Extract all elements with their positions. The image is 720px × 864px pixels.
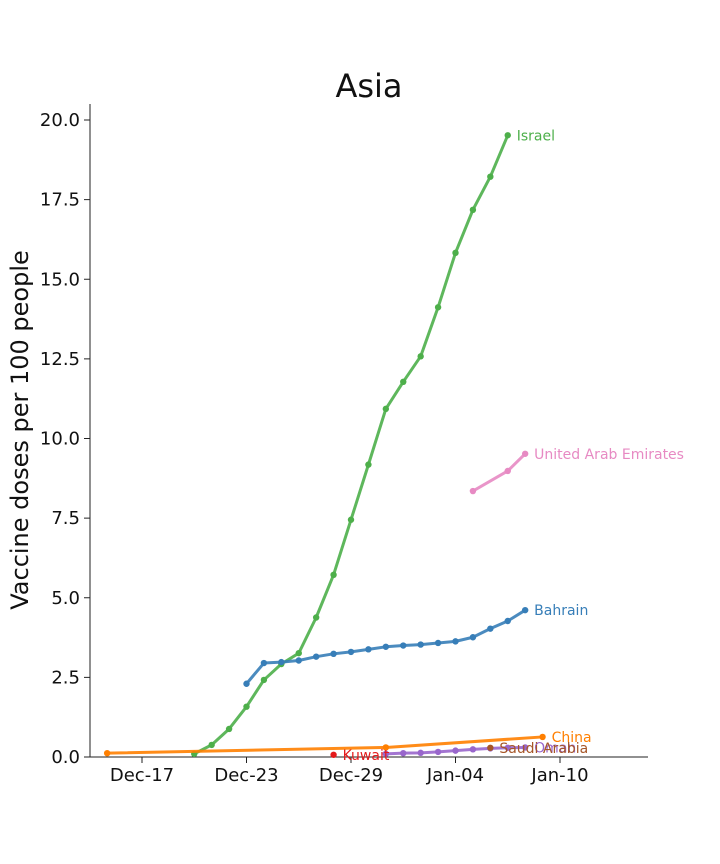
y-tick-label: 15.0	[40, 269, 80, 290]
data-point	[469, 634, 477, 641]
y-tick-label: 20.0	[40, 110, 80, 131]
data-point	[278, 658, 285, 666]
data-point	[487, 173, 494, 180]
data-point	[260, 659, 268, 667]
data-point	[208, 741, 215, 749]
series-china: China	[103, 730, 592, 757]
y-ticks: 0.0 2.5 5.0 7.5 10.0 12.5 15.0 17.5 20.0	[40, 110, 90, 768]
data-point	[400, 378, 407, 386]
series-kuwait: Kuwait	[330, 748, 390, 764]
data-point	[330, 650, 337, 658]
data-point	[400, 749, 407, 757]
y-tick-label: 5.0	[51, 588, 80, 609]
data-point	[469, 206, 477, 214]
series-label-united-arab-emirates: United Arab Emirates	[534, 447, 684, 463]
series-label-kuwait: Kuwait	[343, 748, 390, 764]
x-ticks: Dec-17 Dec-23 Dec-29 Jan-04 Jan-10	[110, 757, 589, 786]
x-tick-label: Jan-10	[530, 765, 588, 786]
data-point	[347, 648, 355, 656]
x-tick-label: Dec-23	[214, 765, 278, 786]
y-tick-label: 17.5	[40, 190, 80, 211]
data-point	[312, 614, 320, 621]
y-tick-label: 0.0	[51, 747, 80, 768]
data-point	[417, 353, 424, 360]
data-point	[521, 744, 529, 751]
data-point	[382, 643, 390, 650]
data-point	[400, 642, 407, 649]
series-layer: Israel United Arab Emirates Bahrain ChinaOm…	[103, 128, 684, 764]
data-point	[504, 467, 511, 475]
x-tick-label: Dec-29	[319, 765, 383, 786]
data-point	[417, 641, 424, 648]
series-label-bahrain: Bahrain	[534, 603, 588, 619]
y-tick-label: 7.5	[51, 508, 80, 529]
y-axis-label: Vaccine doses per 100 people	[6, 250, 34, 610]
data-point	[504, 132, 511, 139]
data-point	[103, 749, 111, 757]
data-point	[504, 617, 511, 625]
series-line-united-arab-emirates	[472, 452, 527, 493]
data-point	[504, 744, 511, 751]
data-point	[452, 747, 459, 754]
data-point	[225, 725, 233, 733]
x-tick-label: Dec-17	[110, 765, 174, 786]
data-point	[452, 638, 459, 645]
series-label-oman: Oman	[534, 740, 576, 756]
data-point	[365, 461, 372, 468]
data-point	[330, 751, 337, 758]
data-point	[260, 676, 268, 684]
data-point	[521, 450, 529, 457]
y-tick-label: 2.5	[51, 667, 80, 688]
series-saudi-arabia: Saudi Arabia	[487, 741, 588, 757]
data-point	[539, 733, 546, 741]
data-point	[243, 703, 250, 710]
data-point	[382, 744, 390, 751]
series-line-israel	[193, 134, 510, 756]
data-point	[295, 649, 302, 657]
series-label-israel: Israel	[517, 128, 555, 144]
series-united-arab-emirates: United Arab Emirates	[469, 447, 684, 495]
data-point	[452, 249, 459, 257]
data-point	[469, 487, 477, 495]
data-point	[382, 405, 390, 413]
data-point	[347, 516, 355, 523]
data-point	[434, 639, 442, 647]
y-tick-label: 12.5	[40, 349, 80, 370]
series-line-china	[107, 735, 543, 755]
data-point	[487, 744, 494, 751]
chart-title: Asia	[335, 67, 402, 105]
data-point	[382, 750, 390, 758]
series-label-saudi-arabia: Saudi Arabia	[499, 741, 588, 757]
series-bahrain: Bahrain	[243, 603, 588, 687]
y-tick-label: 10.0	[40, 429, 80, 450]
data-point	[434, 748, 442, 756]
data-point	[487, 625, 494, 632]
data-point	[330, 571, 337, 579]
series-israel: Israel	[191, 128, 555, 758]
series-oman: Oman	[382, 740, 576, 758]
series-label-china: China	[552, 730, 592, 746]
x-tick-label: Jan-04	[426, 765, 484, 786]
data-point	[521, 606, 529, 614]
data-point	[417, 749, 424, 757]
data-point	[469, 746, 477, 753]
data-point	[365, 646, 372, 653]
data-point	[243, 680, 250, 687]
data-point	[434, 304, 442, 311]
data-point	[312, 653, 320, 660]
data-point	[295, 657, 302, 664]
